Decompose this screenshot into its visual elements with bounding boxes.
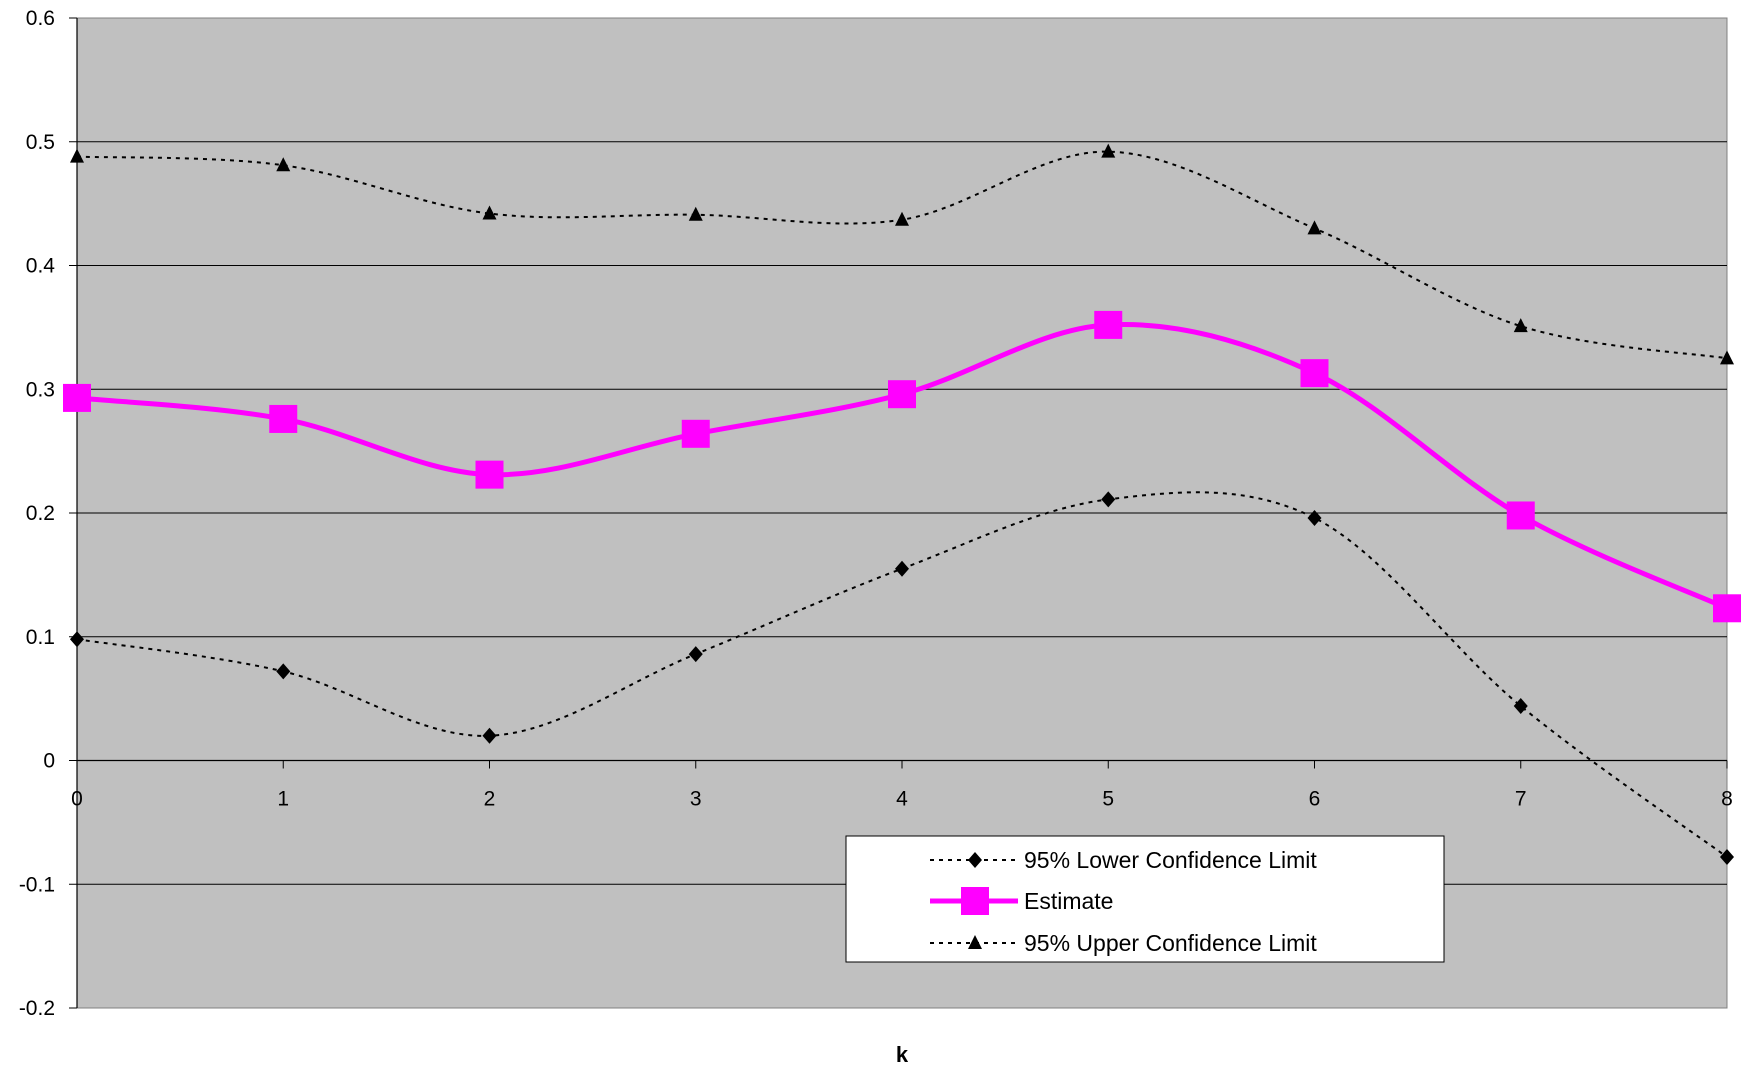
legend-marker <box>968 935 982 949</box>
x-axis-ticks: 0 1 2 3 4 5 6 7 8 <box>71 760 1733 811</box>
y-tick-label: 0.4 <box>26 255 56 278</box>
data-point <box>1720 350 1734 365</box>
y-tick-label: 0.3 <box>26 378 55 401</box>
data-point <box>269 404 298 433</box>
legend-item: 95% Upper Confidence Limit <box>930 930 1317 956</box>
x-tick-label: 4 <box>896 788 908 811</box>
data-point <box>1713 594 1741 623</box>
data-point <box>1307 509 1322 526</box>
x-tick-label: 7 <box>1515 788 1527 811</box>
data-point <box>482 727 497 744</box>
x-tick-label: 1 <box>277 788 289 811</box>
x-tick-label: 8 <box>1721 788 1733 811</box>
data-point <box>1720 849 1734 866</box>
data-point <box>888 380 916 409</box>
data-point <box>1513 318 1528 333</box>
data-point <box>482 205 497 220</box>
data-point <box>276 157 291 172</box>
data-point <box>1513 698 1528 715</box>
data-point <box>1101 143 1116 158</box>
x-tick-label: 6 <box>1309 788 1321 811</box>
x-axis-title: k <box>896 1042 909 1067</box>
x-tick-label: 3 <box>690 788 702 811</box>
data-point <box>1094 310 1123 339</box>
x-tick-label: 0 <box>71 788 83 811</box>
y-tick-label: 0.1 <box>26 626 55 649</box>
legend-item: 95% Lower Confidence Limit <box>930 847 1317 873</box>
y-tick-label: 0 <box>43 750 55 773</box>
legend-label: Estimate <box>1024 888 1113 914</box>
series-line <box>76 491 1728 858</box>
legend-marker <box>961 887 989 915</box>
y-tick-label: 0.2 <box>26 502 55 525</box>
data-point <box>475 460 504 489</box>
data-point <box>1300 359 1329 388</box>
legend-marker <box>968 852 982 868</box>
y-tick-label: -0.2 <box>19 997 55 1020</box>
data-point <box>688 206 703 221</box>
series-1 <box>70 491 1734 866</box>
series-2 <box>63 310 1741 623</box>
series-layer <box>63 143 1741 866</box>
data-point <box>1307 220 1322 235</box>
data-point <box>895 560 909 577</box>
data-point <box>895 211 909 226</box>
legend-label: 95% Upper Confidence Limit <box>1024 930 1317 956</box>
data-point <box>63 383 91 412</box>
x-tick-label: 5 <box>1102 788 1114 811</box>
data-point <box>1101 491 1116 508</box>
data-point <box>1506 501 1535 530</box>
y-tick-label: 0.5 <box>26 131 55 154</box>
data-point <box>276 663 291 680</box>
y-tick-label: -0.1 <box>19 873 55 896</box>
legend-label: 95% Lower Confidence Limit <box>1024 847 1317 873</box>
data-point <box>70 148 84 163</box>
series-3 <box>70 143 1734 365</box>
data-point <box>70 631 84 648</box>
y-tick-label: 0.6 <box>26 7 55 30</box>
legend-item: Estimate <box>930 887 1113 915</box>
data-point <box>688 646 703 663</box>
y-axis-ticks: -0.2 -0.1 0 0.1 0.2 0.3 0.4 0.5 0.6 <box>19 7 77 1020</box>
series-line <box>76 150 1728 360</box>
x-tick-label: 2 <box>484 788 496 811</box>
data-point <box>681 419 710 448</box>
legend: 95% Lower Confidence Limit Estimate 95% Up… <box>845 835 1445 963</box>
